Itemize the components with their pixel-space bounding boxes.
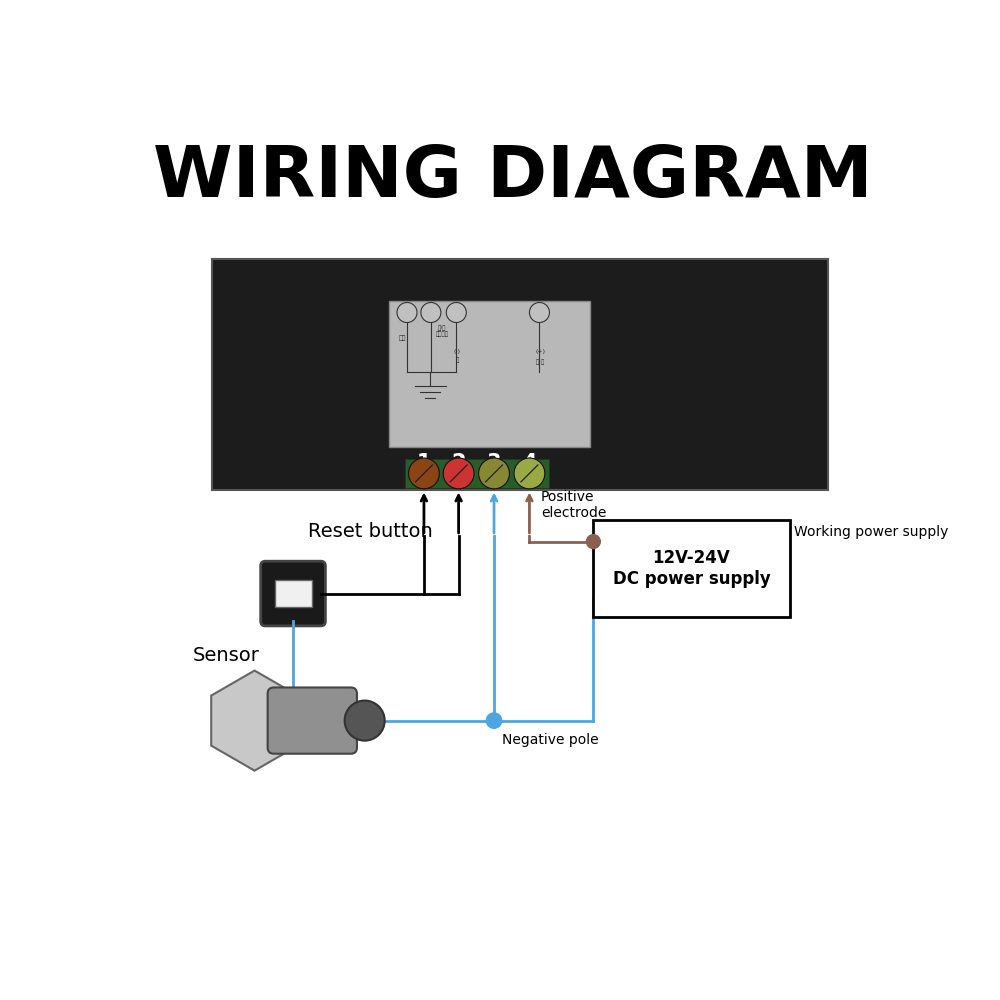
Circle shape	[345, 701, 385, 741]
Circle shape	[446, 302, 466, 323]
Text: 3: 3	[487, 453, 501, 473]
Text: 12V-24V
DC power supply: 12V-24V DC power supply	[613, 549, 770, 588]
Circle shape	[529, 302, 549, 323]
Circle shape	[486, 713, 502, 728]
FancyBboxPatch shape	[212, 259, 828, 490]
Text: Reset button: Reset button	[308, 522, 433, 541]
Text: 4: 4	[522, 453, 537, 473]
Text: Positive
electrode: Positive electrode	[541, 490, 606, 520]
FancyBboxPatch shape	[261, 561, 325, 626]
Text: Sensor: Sensor	[193, 646, 260, 665]
Text: 复位: 复位	[399, 336, 406, 341]
FancyBboxPatch shape	[389, 301, 590, 447]
FancyBboxPatch shape	[268, 687, 357, 754]
Text: (-): (-)	[454, 349, 461, 354]
Circle shape	[443, 458, 474, 489]
Text: Working power supply: Working power supply	[794, 525, 948, 539]
FancyBboxPatch shape	[593, 520, 790, 617]
Polygon shape	[211, 671, 298, 771]
Circle shape	[421, 302, 441, 323]
Text: 蓝: 蓝	[455, 357, 459, 363]
Text: 1: 1	[417, 453, 431, 473]
Text: (+): (+)	[535, 349, 545, 354]
Text: WIRING DIAGRAM: WIRING DIAGRAM	[153, 143, 872, 212]
Circle shape	[409, 458, 439, 489]
Text: 黄/黑
计数信号: 黄/黑 计数信号	[436, 325, 449, 337]
Text: Negative pole: Negative pole	[502, 733, 598, 747]
Circle shape	[397, 302, 417, 323]
Text: 2: 2	[451, 453, 466, 473]
FancyBboxPatch shape	[405, 459, 549, 488]
Text: 红 棕: 红 棕	[536, 359, 544, 365]
FancyBboxPatch shape	[275, 580, 312, 607]
Circle shape	[479, 458, 509, 489]
Circle shape	[586, 535, 600, 549]
Circle shape	[514, 458, 545, 489]
